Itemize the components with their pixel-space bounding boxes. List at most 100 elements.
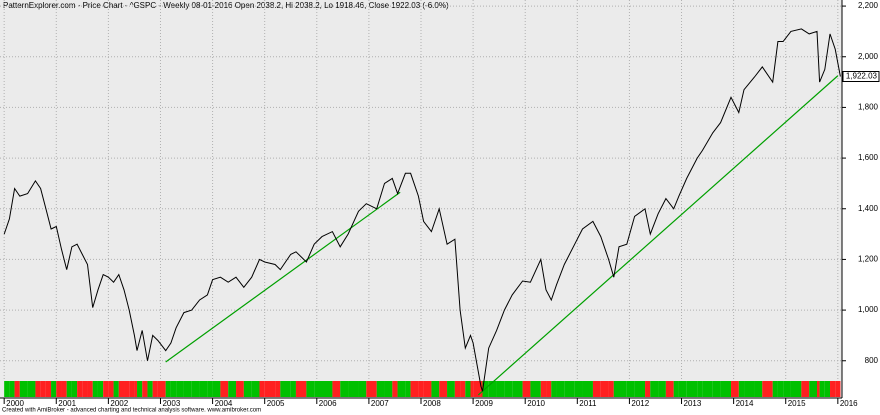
- trend-strip: [207, 381, 213, 397]
- x-tick-label: 2006: [319, 399, 337, 408]
- trend-strip: [212, 381, 221, 397]
- trend-strip: [27, 381, 36, 397]
- trendline: [165, 191, 401, 363]
- trend-strip: [56, 381, 62, 397]
- trend-strip: [460, 381, 466, 397]
- trend-strip: [686, 381, 698, 397]
- trend-strip: [306, 381, 315, 397]
- trend-strip: [423, 381, 432, 397]
- y-tick-label: 1,200: [858, 255, 879, 264]
- trend-strip: [87, 381, 93, 397]
- trend-strip: [165, 381, 171, 397]
- trend-strip: [170, 381, 177, 397]
- trend-strip: [454, 381, 461, 397]
- trend-strip: [530, 381, 541, 397]
- trend-strip: [418, 381, 424, 397]
- y-tick-label: 1,600: [858, 153, 879, 162]
- price-line: [3, 28, 841, 392]
- trend-strip: [678, 381, 687, 397]
- trend-strip: [137, 381, 143, 397]
- y-tick-label: 1,000: [858, 305, 879, 314]
- x-tick-label: 2013: [684, 399, 702, 408]
- trend-strip: [384, 381, 393, 397]
- x-tick-label: 2016: [840, 399, 858, 408]
- trend-strip: [744, 381, 755, 397]
- trend-strip: [650, 381, 659, 397]
- trend-strip: [551, 381, 557, 397]
- trend-strip: [92, 381, 98, 397]
- trend-strip: [264, 381, 276, 397]
- x-tick-label: 2004: [215, 399, 233, 408]
- x-tick-label: 2009: [475, 399, 493, 408]
- trend-strip: [142, 381, 148, 397]
- footer: Created with AmiBroker - advanced charti…: [2, 408, 261, 414]
- trend-strip: [45, 381, 52, 397]
- trend-strip: [431, 381, 440, 397]
- trend-strip: [439, 381, 448, 397]
- trend-strip: [645, 381, 651, 397]
- trend-strip: [600, 381, 609, 397]
- trend-strip: [582, 381, 593, 397]
- trend-strip: [397, 381, 406, 397]
- x-tick-label: 2015: [788, 399, 806, 408]
- trend-strip: [608, 381, 614, 397]
- trend-strip: [251, 381, 260, 397]
- trend-strip: [35, 381, 41, 397]
- trend-strip: [220, 381, 229, 397]
- trend-strip: [634, 381, 646, 397]
- trend-strip: [124, 381, 130, 397]
- trend-strip: [236, 381, 244, 397]
- x-tick-label: 2003: [162, 399, 180, 408]
- trend-strip: [183, 381, 192, 397]
- trend-strip: [199, 381, 208, 397]
- trend-strip: [152, 381, 158, 397]
- trend-strip: [712, 381, 721, 397]
- trend-strip: [626, 381, 635, 397]
- trend-strip: [340, 381, 349, 397]
- trend-strip: [14, 381, 20, 397]
- trend-strip: [697, 381, 703, 397]
- trend-strip: [410, 381, 419, 397]
- y-tick-label: 1,400: [858, 204, 879, 213]
- x-tick-label: 2007: [371, 399, 389, 408]
- trend-strip: [405, 381, 411, 397]
- x-tick-label: 2000: [6, 399, 24, 408]
- trend-strip: [470, 381, 474, 397]
- trend-strip: [259, 381, 265, 397]
- trend-strip: [777, 381, 784, 397]
- trend-strip: [243, 381, 252, 397]
- trend-strip: [816, 381, 820, 397]
- trend-strip: [19, 381, 28, 397]
- trend-strip: [113, 381, 119, 397]
- trend-strip: [496, 381, 505, 397]
- trend-strip: [332, 381, 341, 397]
- x-tick-label: 2002: [110, 399, 128, 408]
- trend-strip: [134, 381, 138, 397]
- trend-strip: [228, 381, 237, 397]
- trend-strip: [71, 381, 78, 397]
- x-tick-label: 2001: [58, 399, 76, 408]
- trend-strip: [358, 381, 367, 397]
- trend-strip: [280, 381, 291, 397]
- y-tick-label: 2,200: [858, 1, 879, 10]
- trend-strip: [720, 381, 732, 397]
- trend-strip: [348, 381, 359, 397]
- trend-strip: [819, 381, 825, 397]
- trend-strip: [801, 381, 810, 397]
- trend-strip: [592, 381, 601, 397]
- trend-strip: [290, 381, 296, 397]
- trend-strip: [366, 381, 377, 397]
- trend-strip: [465, 381, 471, 397]
- x-tick-label: 2012: [631, 399, 649, 408]
- trend-strip: [504, 381, 513, 397]
- x-tick-label: 2011: [579, 399, 597, 408]
- y-tick-label: 1,800: [858, 103, 879, 112]
- trend-strip: [762, 381, 773, 397]
- trend-strip: [147, 381, 153, 397]
- trend-strip: [564, 381, 575, 397]
- trend-strip: [540, 381, 547, 397]
- trend-strip: [790, 381, 802, 397]
- trend-strip: [157, 381, 166, 397]
- trend-strip: [108, 381, 114, 397]
